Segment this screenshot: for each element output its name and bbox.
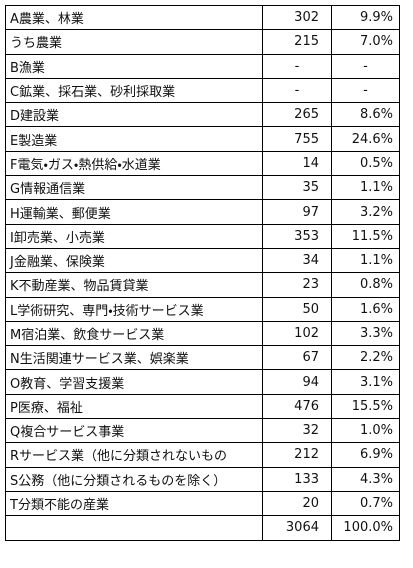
cell-label	[5, 515, 263, 541]
cell-label: D建設業	[5, 102, 263, 128]
cell-share: 7.0%	[331, 29, 400, 55]
cell-label: O教育、学習支援業	[5, 369, 263, 395]
cell-label: K不動産業、物品賃貸業	[5, 272, 263, 298]
cell-count: 94	[262, 369, 332, 395]
cell-label: G情報通信業	[5, 175, 263, 201]
cell-count: 302	[262, 4, 332, 31]
table-row: D建設業 265 8.6%	[5, 102, 400, 128]
cell-label: E製造業	[5, 126, 263, 152]
cell-label: Q複合サービス事業	[5, 418, 263, 444]
cell-label: C鉱業、採石業、砂利採取業	[5, 77, 263, 104]
cell-share: 1.0%	[331, 418, 400, 444]
cell-share: 9.9%	[331, 4, 400, 31]
table-row: P医療、福祉 476 15.5%	[5, 393, 400, 420]
table-row: M宿泊業、飲食サービス業 102 3.3%	[5, 320, 400, 347]
cell-label: うち農業	[5, 29, 263, 55]
cell-count: -	[262, 77, 332, 104]
cell-count: 34	[262, 247, 332, 274]
industry-table: A農業、林業 302 9.9% うち農業 215 7.0% B漁業 - - C鉱業、採石業、砂利採…	[5, 4, 400, 541]
cell-share: 0.7%	[331, 490, 400, 517]
table-row: G情報通信業 35 1.1%	[5, 175, 400, 201]
table-row: B漁業 - -	[5, 53, 400, 79]
cell-count: 23	[262, 272, 332, 298]
table-row: T分類不能の産業 20 0.7%	[5, 490, 400, 517]
cell-label: I卸売業、小売業	[5, 223, 263, 249]
cell-share: 3.3%	[331, 320, 400, 347]
table-row: Q複合サービス事業 32 1.0%	[5, 418, 400, 444]
cell-share: 11.5%	[331, 223, 400, 249]
cell-label: A農業、林業	[5, 4, 263, 31]
cell-count: 35	[262, 175, 332, 201]
cell-share: 1.1%	[331, 175, 400, 201]
cell-share: 24.6%	[331, 126, 400, 152]
cell-count: 20	[262, 490, 332, 517]
table-row: J金融業、保険業 34 1.1%	[5, 247, 400, 274]
cell-label: F電気・ガス・熱供給・水道業	[5, 150, 263, 177]
cell-count: -	[262, 53, 332, 79]
cell-count: 50	[262, 296, 332, 322]
cell-count: 755	[262, 126, 332, 152]
cell-label: P医療、福祉	[5, 393, 263, 420]
table-row: C鉱業、採石業、砂利採取業 - -	[5, 77, 400, 104]
table-row: S公務（他に分類されるものを除く） 133 4.3%	[5, 466, 400, 492]
cell-count: 265	[262, 102, 332, 128]
table-row: Rサービス業（他に分類されないもの 212 6.9%	[5, 442, 400, 468]
cell-share: 100.0%	[331, 515, 400, 541]
cell-count: 97	[262, 199, 332, 225]
table-row: O教育、学習支援業 94 3.1%	[5, 369, 400, 395]
table-row: E製造業 755 24.6%	[5, 126, 400, 152]
cell-count: 14	[262, 150, 332, 177]
cell-label: T分類不能の産業	[5, 490, 263, 517]
cell-count: 133	[262, 466, 332, 492]
cell-share: 4.3%	[331, 466, 400, 492]
cell-share: 15.5%	[331, 393, 400, 420]
table-row: I卸売業、小売業 353 11.5%	[5, 223, 400, 249]
cell-share: 1.6%	[331, 296, 400, 322]
table-row: F電気・ガス・熱供給・水道業 14 0.5%	[5, 150, 400, 177]
cell-label: L学術研究、専門・技術サービス業	[5, 296, 263, 322]
table-row: L学術研究、専門・技術サービス業 50 1.6%	[5, 296, 400, 322]
cell-label: S公務（他に分類されるものを除く）	[5, 466, 263, 492]
cell-label: H運輸業、郵便業	[5, 199, 263, 225]
table-row: N生活関連サービス業、娯楽業 67 2.2%	[5, 345, 400, 371]
table-row: 3064 100.0%	[5, 515, 400, 541]
cell-share: -	[331, 53, 400, 79]
cell-label: J金融業、保険業	[5, 247, 263, 274]
cell-share: 3.2%	[331, 199, 400, 225]
cell-share: 6.9%	[331, 442, 400, 468]
cell-share: 8.6%	[331, 102, 400, 128]
table-row: A農業、林業 302 9.9%	[5, 4, 400, 31]
cell-count: 476	[262, 393, 332, 420]
cell-count: 32	[262, 418, 332, 444]
cell-label: Rサービス業（他に分類されないもの	[5, 442, 263, 468]
cell-share: -	[331, 77, 400, 104]
cell-count: 215	[262, 29, 332, 55]
cell-label: N生活関連サービス業、娯楽業	[5, 345, 263, 371]
cell-share: 0.5%	[331, 150, 400, 177]
cell-count: 212	[262, 442, 332, 468]
cell-count: 3064	[262, 515, 332, 541]
cell-count: 67	[262, 345, 332, 371]
table-row: うち農業 215 7.0%	[5, 29, 400, 55]
cell-share: 2.2%	[331, 345, 400, 371]
table-row: K不動産業、物品賃貸業 23 0.8%	[5, 272, 400, 298]
table-body: A農業、林業 302 9.9% うち農業 215 7.0% B漁業 - - C鉱業、採石業、砂利採…	[5, 4, 400, 541]
cell-share: 0.8%	[331, 272, 400, 298]
table-row: H運輸業、郵便業 97 3.2%	[5, 199, 400, 225]
cell-label: B漁業	[5, 53, 263, 79]
cell-label: M宿泊業、飲食サービス業	[5, 320, 263, 347]
cell-share: 3.1%	[331, 369, 400, 395]
cell-share: 1.1%	[331, 247, 400, 274]
cell-count: 102	[262, 320, 332, 347]
cell-count: 353	[262, 223, 332, 249]
